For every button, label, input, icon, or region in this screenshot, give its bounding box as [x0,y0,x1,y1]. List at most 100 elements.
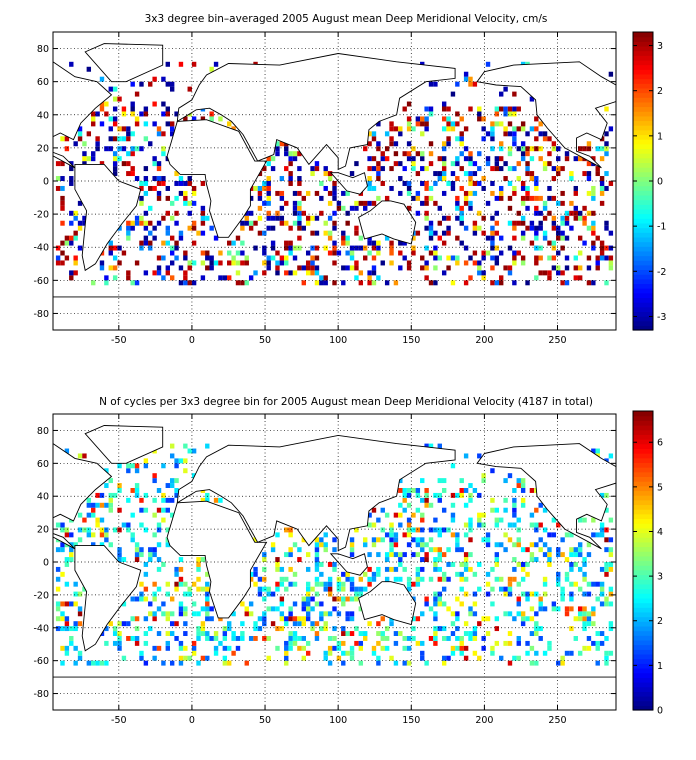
data-cell [420,512,425,518]
x-tick-label: 250 [548,335,566,346]
data-cell [503,497,508,503]
data-cell [499,141,504,147]
data-cell [494,121,500,127]
data-cell [363,255,368,261]
data-cell [165,616,170,622]
data-cell [270,547,276,553]
data-cell [490,215,495,221]
data-cell [314,562,320,567]
data-cell [363,245,368,251]
data-cell [604,660,609,666]
data-cell [367,156,372,162]
data-cell [481,126,486,132]
colorbar-segment [633,87,653,94]
data-cell [472,571,478,577]
data-cell [69,275,74,281]
data-cell [512,542,517,548]
data-cell [490,566,495,572]
data-cell [591,532,596,538]
data-cell [481,215,486,221]
data-cell [165,106,170,112]
data-cell [468,527,473,533]
colorbar-segment [633,523,653,529]
data-cell [279,260,285,266]
data-cell [165,631,170,636]
data-cell [428,161,434,167]
data-cell [248,611,254,617]
data-cell [279,596,285,602]
data-cell [538,195,543,201]
data-cell [586,265,592,271]
data-cell [288,245,293,251]
data-cell [433,562,438,567]
data-cell [126,131,131,137]
data-cell [525,151,530,157]
data-cell [384,576,390,582]
data-cell [275,146,280,152]
data-cell [275,260,280,266]
data-cell [503,86,508,92]
data-cell [327,230,333,236]
data-cell [305,581,311,587]
colorbar-segment [633,199,653,205]
data-cell [126,527,131,533]
data-cell [148,230,153,236]
colorbar-tick-label: 2 [657,616,663,627]
data-cell [262,576,267,582]
data-cell [534,185,539,191]
data-cell [376,161,381,167]
data-cell [77,650,83,656]
data-cell [525,547,530,553]
data-cell [314,215,320,221]
data-cell [463,557,469,562]
data-cell [310,260,315,266]
data-cell [402,151,407,157]
colorbar-segment [633,320,653,326]
data-cell [529,225,535,231]
data-cell [253,185,258,191]
data-cell [99,492,105,498]
data-cell [376,566,381,572]
data-cell [314,552,320,558]
data-cell [564,156,570,162]
data-cell [591,280,596,286]
data-cell [494,640,500,646]
data-cell [121,250,127,256]
data-cell [73,645,78,651]
data-cell [112,275,118,281]
data-cell [433,566,438,572]
data-cell [336,645,342,651]
data-cell [301,636,306,641]
data-cell [165,542,170,548]
colorbar-segment [633,129,653,136]
data-cell [547,136,552,142]
data-cell [178,566,184,572]
data-cell [292,200,298,206]
x-tick-label: -50 [111,715,127,726]
data-cell [582,611,587,617]
data-cell [310,596,315,602]
data-cell [586,280,592,286]
data-cell [209,616,214,622]
data-cell [332,185,337,191]
data-cell [433,171,438,177]
data-cell [393,151,399,157]
colorbar-segment [633,167,653,173]
data-cell [371,507,377,513]
data-cell [77,131,83,137]
data-cell [275,265,280,271]
data-cell [139,650,144,656]
data-cell [270,606,276,612]
data-cell [126,235,131,241]
data-cell [459,645,464,651]
data-cell [463,552,469,558]
colorbar-segment [633,311,653,317]
data-cell [582,240,587,246]
data-cell [424,166,429,172]
data-cell [472,250,478,256]
data-cell [165,270,170,276]
data-cell [165,185,170,191]
data-cell [222,275,228,281]
data-cell [420,527,425,533]
